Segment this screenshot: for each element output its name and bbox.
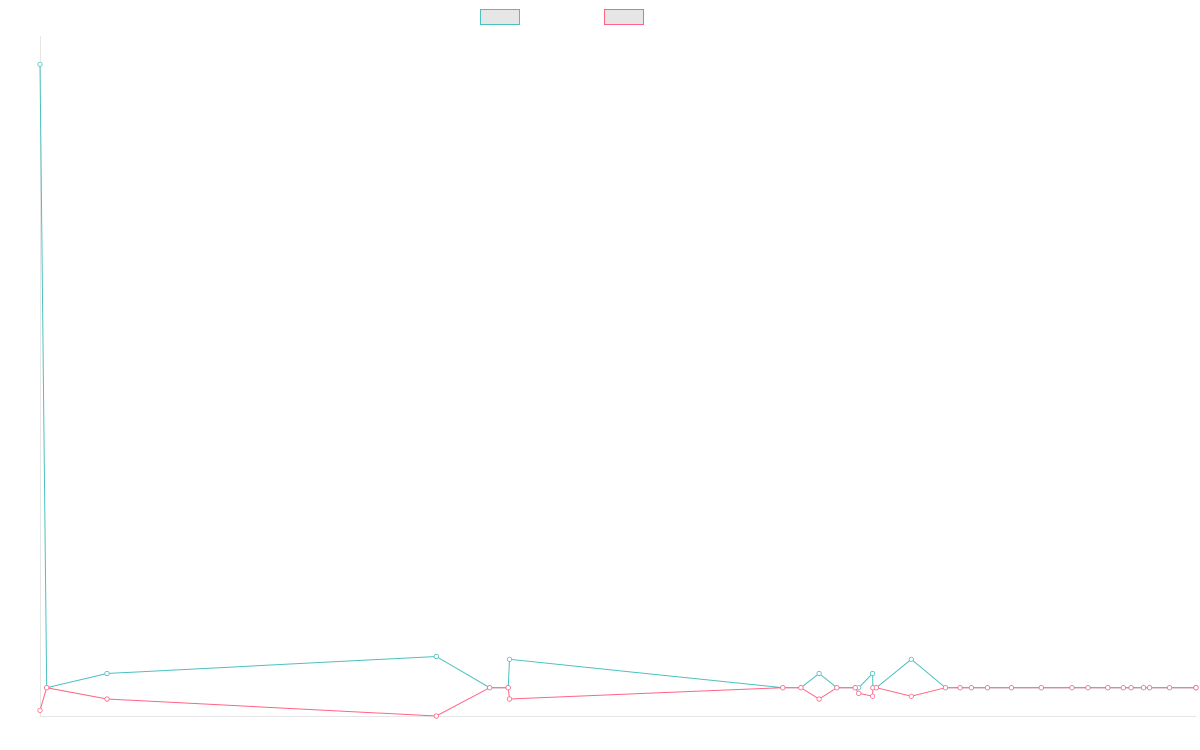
data-point[interactable] bbox=[1141, 685, 1147, 691]
data-point[interactable] bbox=[104, 670, 110, 677]
data-point[interactable] bbox=[1038, 685, 1044, 691]
data-point[interactable] bbox=[873, 685, 879, 691]
series-line-1 bbox=[39, 64, 1196, 689]
data-point[interactable] bbox=[957, 685, 963, 691]
data-point[interactable] bbox=[505, 685, 511, 691]
legend bbox=[0, 9, 1200, 27]
data-point[interactable] bbox=[968, 685, 975, 691]
data-point[interactable] bbox=[1008, 685, 1015, 691]
data-point[interactable] bbox=[1167, 685, 1173, 691]
data-point[interactable] bbox=[433, 653, 439, 660]
data-point[interactable] bbox=[1128, 685, 1134, 691]
data-point[interactable] bbox=[942, 685, 949, 691]
legend-swatch-series-2[interactable] bbox=[604, 9, 644, 25]
data-point[interactable] bbox=[780, 685, 786, 691]
data-point[interactable] bbox=[869, 670, 876, 677]
data-point[interactable] bbox=[506, 656, 513, 662]
data-point[interactable] bbox=[1120, 685, 1126, 691]
data-point[interactable] bbox=[908, 693, 914, 699]
data-point[interactable] bbox=[1147, 685, 1153, 691]
data-point[interactable] bbox=[816, 696, 822, 702]
data-point[interactable] bbox=[1105, 685, 1111, 691]
data-point[interactable] bbox=[44, 685, 50, 691]
legend-swatch-series-1[interactable] bbox=[480, 9, 520, 25]
data-point[interactable] bbox=[834, 685, 840, 691]
data-point[interactable] bbox=[816, 670, 822, 677]
data-point[interactable] bbox=[908, 656, 914, 662]
data-point[interactable] bbox=[1193, 685, 1199, 691]
data-point[interactable] bbox=[856, 690, 862, 696]
data-point[interactable] bbox=[798, 685, 804, 691]
data-point[interactable] bbox=[104, 696, 110, 702]
data-point[interactable] bbox=[433, 713, 439, 719]
data-point[interactable] bbox=[487, 685, 493, 691]
data-point[interactable] bbox=[984, 685, 991, 691]
data-point[interactable] bbox=[869, 693, 876, 699]
data-point[interactable] bbox=[1085, 685, 1091, 691]
data-point[interactable] bbox=[37, 707, 43, 713]
data-point[interactable] bbox=[1069, 685, 1075, 691]
data-point[interactable] bbox=[37, 61, 43, 67]
series-line-2 bbox=[39, 687, 1196, 717]
data-point[interactable] bbox=[506, 696, 513, 702]
data-point[interactable] bbox=[852, 685, 858, 691]
